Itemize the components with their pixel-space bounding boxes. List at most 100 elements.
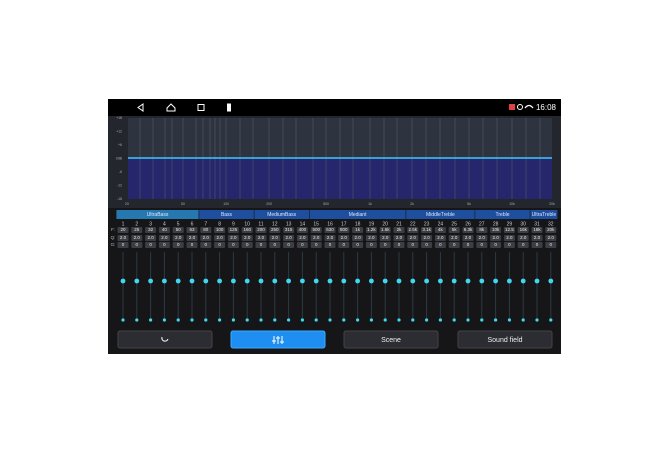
y-axis-label: -6 [119, 170, 122, 174]
y-axis-label: +12 [116, 129, 122, 133]
gain-value: 0 [439, 242, 442, 247]
slider-knob[interactable] [120, 278, 126, 284]
slider-knob[interactable] [465, 278, 471, 284]
q-value: 2.0 [147, 235, 154, 240]
value-cell [255, 227, 267, 233]
slider-end [369, 318, 373, 322]
slider-knob[interactable] [244, 278, 250, 284]
q-value: 2.0 [244, 235, 251, 240]
x-axis-label: 20 [125, 202, 129, 206]
q-value: 2.0 [506, 235, 513, 240]
channel-number: 18 [355, 221, 361, 227]
gain-value: 0 [384, 242, 387, 247]
sound-field-button[interactable] [457, 330, 553, 349]
slider-knob[interactable] [438, 278, 443, 284]
gain-value: 0 [122, 242, 125, 247]
scene-button[interactable] [343, 330, 439, 349]
slider-knob[interactable] [520, 278, 526, 284]
channel-number: 3 [149, 221, 152, 227]
frequency-value: 1.2k [367, 227, 376, 232]
slider-knob[interactable] [451, 278, 457, 284]
slider-knob[interactable] [313, 278, 319, 284]
slider-knob[interactable] [424, 278, 429, 284]
slider-knob[interactable] [134, 278, 140, 284]
frequency-value: 400 [299, 227, 307, 232]
button-label: Scene [381, 337, 401, 344]
slider-knob[interactable] [396, 278, 402, 284]
back-button[interactable] [137, 103, 144, 112]
value-cell [338, 242, 350, 248]
slider-knob[interactable] [548, 278, 554, 284]
frequency-value: 63 [189, 227, 195, 232]
channel-number: 5 [177, 221, 180, 227]
channel-number: 7 [204, 221, 207, 227]
channel-number: 22 [410, 221, 416, 227]
slider-knob[interactable] [175, 278, 181, 284]
frequency-value: 200 [257, 227, 265, 232]
value-cell [227, 235, 239, 241]
value-cell [517, 227, 529, 233]
value-cell [503, 235, 515, 241]
value-cell [131, 227, 143, 233]
slider-knob[interactable] [410, 278, 416, 284]
slider-knob[interactable] [493, 278, 498, 284]
slider-end [300, 318, 304, 322]
slider-knob[interactable] [272, 278, 278, 284]
slider-knob[interactable] [534, 278, 540, 284]
slider-knob[interactable] [327, 278, 333, 284]
x-axis-label: 100 [223, 202, 229, 206]
channel-number: 28 [493, 221, 499, 227]
slider-end [411, 318, 415, 322]
value-cell [131, 235, 143, 241]
value-cell [365, 242, 377, 248]
value-cell [352, 242, 364, 248]
x-axis-label: 20k [549, 202, 555, 206]
value-cell [241, 235, 253, 241]
slider-end [273, 318, 277, 322]
frequency-value: 4k [438, 227, 444, 232]
slider-end [425, 318, 429, 322]
value-cell [296, 235, 308, 241]
slider-knob[interactable] [148, 278, 154, 284]
slider-knob[interactable] [369, 278, 374, 284]
frequency-value: 5k [452, 227, 458, 232]
gain-value: 0 [494, 242, 497, 247]
slider-knob[interactable] [479, 278, 485, 284]
slider-knob[interactable] [217, 278, 223, 284]
band-label: MediumBass [267, 212, 296, 218]
slider-knob[interactable] [355, 278, 360, 284]
slider-knob[interactable] [258, 278, 264, 284]
q-value: 2.0 [272, 235, 279, 240]
battery-icon [227, 103, 231, 112]
q-value: 2.0 [534, 235, 541, 240]
value-cell [283, 235, 295, 241]
home-button[interactable] [166, 103, 176, 112]
value-cell [117, 235, 129, 241]
slider-knob[interactable] [286, 278, 291, 284]
value-cell [145, 242, 157, 248]
slider-knob[interactable] [300, 278, 305, 284]
q-value: 2.0 [520, 235, 527, 240]
channel-number: 29 [507, 221, 513, 227]
frequency-value: 160 [243, 227, 251, 232]
channel-number: 27 [479, 221, 485, 227]
gain-value: 0 [136, 242, 139, 247]
slider-end [162, 318, 166, 322]
value-cell [352, 227, 364, 233]
q-value: 2.0 [354, 235, 361, 240]
slider-knob[interactable] [382, 278, 388, 284]
slider-end [438, 318, 442, 322]
gain-value: 0 [398, 242, 401, 247]
recents-button[interactable] [197, 104, 205, 111]
value-cell [172, 235, 184, 241]
slider-knob[interactable] [189, 278, 195, 284]
slider-knob[interactable] [231, 278, 236, 284]
frequency-value: 800 [340, 227, 348, 232]
slider-knob[interactable] [162, 278, 167, 284]
slider-knob[interactable] [341, 278, 347, 284]
slider-knob[interactable] [507, 278, 512, 284]
reset-button[interactable] [117, 330, 213, 349]
slider-knob[interactable] [203, 278, 209, 284]
x-axis-label: 5k [467, 202, 471, 206]
slider-end [190, 318, 194, 322]
